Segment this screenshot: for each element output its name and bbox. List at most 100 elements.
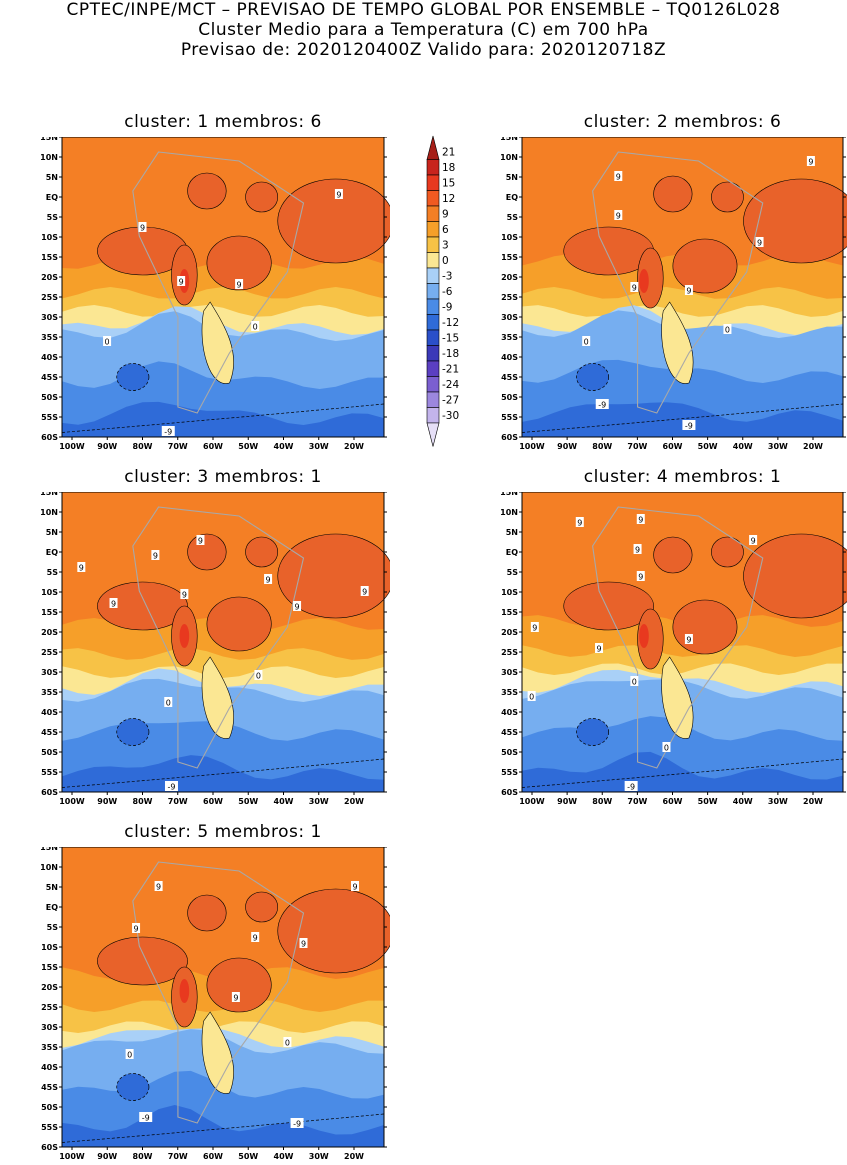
colorbar-label: -3 [442, 271, 452, 283]
contour-label: 0 [105, 338, 110, 347]
contour-label: 9 [336, 191, 341, 200]
latitude-tick-label: 10N [500, 508, 518, 517]
contour-label-box [139, 1112, 153, 1122]
contour-label-box [723, 324, 732, 334]
contour-label: 9 [362, 588, 367, 597]
latitude-tick-label: 45S [41, 728, 58, 737]
contour-label-box [749, 535, 758, 545]
latitude-tick-label: 30S [501, 313, 518, 322]
latitude-tick-label: 45S [41, 1083, 58, 1092]
contour-label-box [177, 276, 186, 286]
latitude-tick-label: 15S [41, 963, 58, 972]
contour-label-box [682, 420, 696, 430]
latitude-tick-label: 30S [41, 313, 58, 322]
colorbar-label: -30 [442, 410, 459, 422]
contour-label: 9 [140, 224, 145, 233]
latitude-tick-label: 15N [40, 492, 58, 497]
longitude-tick-label: 70W [627, 797, 647, 806]
colorbar: 21 18 15 12 9 6 3 0 -3 -6 -9 -12 -15 -18 -21 -24 -27 -30 [426, 135, 459, 447]
warm-region [277, 888, 390, 974]
panel-title: cluster: 4 membros: 1 [583, 467, 782, 487]
cold-core [576, 363, 610, 391]
warm-region [672, 238, 738, 294]
colorbar-swatch [426, 135, 440, 160]
latitude-tick-label: 40S [41, 1063, 58, 1072]
coastline [132, 861, 305, 1124]
warm-region [187, 894, 227, 932]
latitude-tick-label: 50S [41, 748, 58, 757]
longitude-tick-label: 80W [133, 797, 153, 806]
warm-region [672, 599, 738, 655]
colorbar-label: -18 [442, 348, 459, 360]
warm-region [563, 581, 654, 631]
longitude-tick-label: 20W [344, 442, 364, 451]
latitude-tick-label: 10N [40, 153, 58, 162]
latitude-tick-label: 45S [501, 373, 518, 382]
map-panel: 9 9 9 9 9 9 9 9 0 0 0 -9 15N 10N 5N EQ 5S 10S 15S 20S 25S 30S… [500, 492, 847, 806]
latitude-tick-label: 10S [41, 588, 58, 597]
colorbar-label: 21 [442, 147, 455, 159]
latitude-tick-label: 20S [41, 983, 58, 992]
colorbar-swatch [426, 422, 440, 447]
contour-label: 9 [253, 934, 258, 943]
latitude-tick-label: 10S [501, 233, 518, 242]
longitude-tick-label: 40W [274, 797, 294, 806]
colorbar-swatch [426, 283, 440, 300]
contour-label: 9 [808, 158, 813, 167]
contour-label: 9 [577, 519, 582, 528]
longitude-tick-label: 40W [274, 442, 294, 451]
temperature-band [62, 1105, 384, 1147]
latitude-tick-label: 5N [46, 883, 58, 892]
temperature-band [522, 751, 843, 792]
latitude-tick-label: 55S [501, 768, 518, 777]
contour-label: 0 [584, 338, 589, 347]
colorbar-swatch [426, 329, 440, 346]
contour-label-box [527, 691, 536, 701]
contour-label: 9 [686, 287, 691, 296]
colorbar-label: -12 [442, 317, 459, 329]
warm-region [277, 178, 390, 264]
cool-tongue [661, 656, 694, 739]
contour-label-box [630, 676, 639, 686]
contour-label: 9 [352, 883, 357, 892]
longitude-tick-label: 30W [309, 442, 329, 451]
warm-region [97, 936, 188, 986]
contour-label: 0 [253, 323, 258, 332]
longitude-tick-label: 40W [733, 797, 753, 806]
contour-label-box [283, 1037, 292, 1047]
latitude-tick-label: 50S [41, 393, 58, 402]
contour-label-box [530, 622, 539, 632]
longitude-tick-label: 70W [168, 797, 188, 806]
contour-label: 0 [166, 699, 171, 708]
contour-label-box [755, 237, 764, 247]
contour-label: 9 [179, 278, 184, 287]
contour-label: -9 [164, 428, 172, 437]
contour-label: 0 [632, 678, 637, 687]
cool-tongue [201, 656, 234, 739]
longitude-tick-label: 90W [97, 442, 117, 451]
contour-label-box [254, 670, 263, 680]
latitude-tick-label: 15N [40, 847, 58, 852]
contour-label: -9 [293, 1120, 301, 1129]
longitude-tick-label: 100W [519, 442, 545, 451]
contour-label: 9 [532, 624, 537, 633]
contour-label: 9 [111, 600, 116, 609]
warm-region [637, 608, 664, 670]
contour-label-box [806, 156, 815, 166]
contour-label-box [138, 222, 147, 232]
longitude-tick-label: 20W [803, 442, 823, 451]
cool-tongue [201, 1011, 234, 1094]
map-frame [61, 137, 385, 438]
latitude-tick-label: 15N [500, 492, 518, 497]
longitude-tick-label: 50W [698, 797, 718, 806]
colorbar-label: -24 [442, 379, 459, 391]
colorbar-label: 18 [442, 162, 455, 174]
cold-core [116, 718, 150, 746]
longitude-tick-label: 90W [557, 797, 577, 806]
latitude-tick-label: EQ [506, 193, 518, 202]
warm-region [743, 178, 847, 264]
warm-region [206, 596, 272, 652]
contour-label-box [164, 697, 173, 707]
warm-region [187, 172, 227, 210]
contour-label-box [264, 574, 273, 584]
